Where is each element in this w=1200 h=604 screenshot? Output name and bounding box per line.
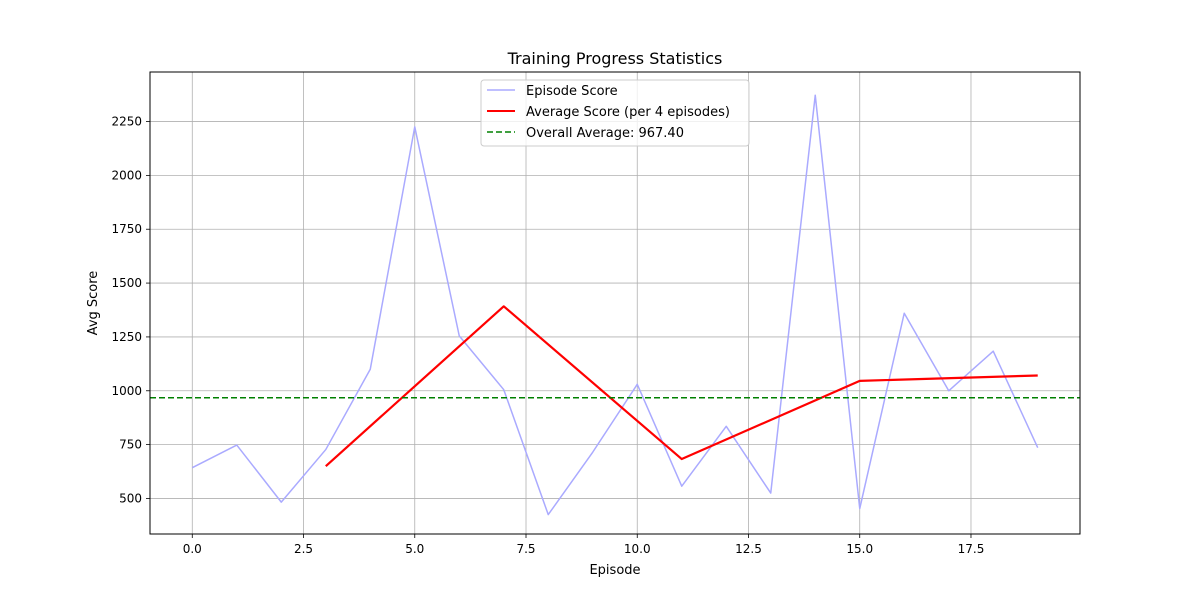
x-tick-label: 5.0 <box>405 542 424 556</box>
x-tick-label: 0.0 <box>183 542 202 556</box>
y-axis-label: Avg Score <box>86 271 101 336</box>
x-tick-label: 7.5 <box>516 542 535 556</box>
chart-title: Training Progress Statistics <box>507 49 723 68</box>
episode-score-line <box>191 94 1039 516</box>
x-tick-label: 2.5 <box>294 542 313 556</box>
x-axis-label: Episode <box>589 563 640 578</box>
axis-ticks: 0.0 2.5 5.0 7.5 10.0 12.5 15.0 17.5 500 750 1000 12… <box>111 115 984 556</box>
x-tick-label: 17.5 <box>958 542 985 556</box>
y-tick-label: 1500 <box>111 276 142 290</box>
y-tick-label: 1250 <box>111 330 142 344</box>
y-tick-label: 2250 <box>111 115 142 129</box>
x-tick-label: 12.5 <box>735 542 762 556</box>
plot-frame <box>149 71 1081 535</box>
legend-box <box>480 79 750 147</box>
legend-label-average-score: Average Score (per 4 episodes) <box>526 105 730 120</box>
x-tick-label: 15.0 <box>846 542 873 556</box>
average-score-line <box>325 305 1038 467</box>
y-tick-label: 500 <box>119 491 142 505</box>
grid <box>150 72 1080 534</box>
y-tick-label: 1750 <box>111 222 142 236</box>
y-tick-label: 2000 <box>111 168 142 182</box>
x-tick-label: 10.0 <box>624 542 651 556</box>
series-group <box>150 94 1080 516</box>
y-tick-label: 750 <box>119 438 142 452</box>
legend-label-overall-average: Overall Average: 967.40 <box>526 126 684 141</box>
legend-label-episode-score: Episode Score <box>526 84 618 99</box>
legend: Episode Score Average Score (per 4 episo… <box>480 79 750 147</box>
y-tick-label: 1000 <box>111 384 142 398</box>
